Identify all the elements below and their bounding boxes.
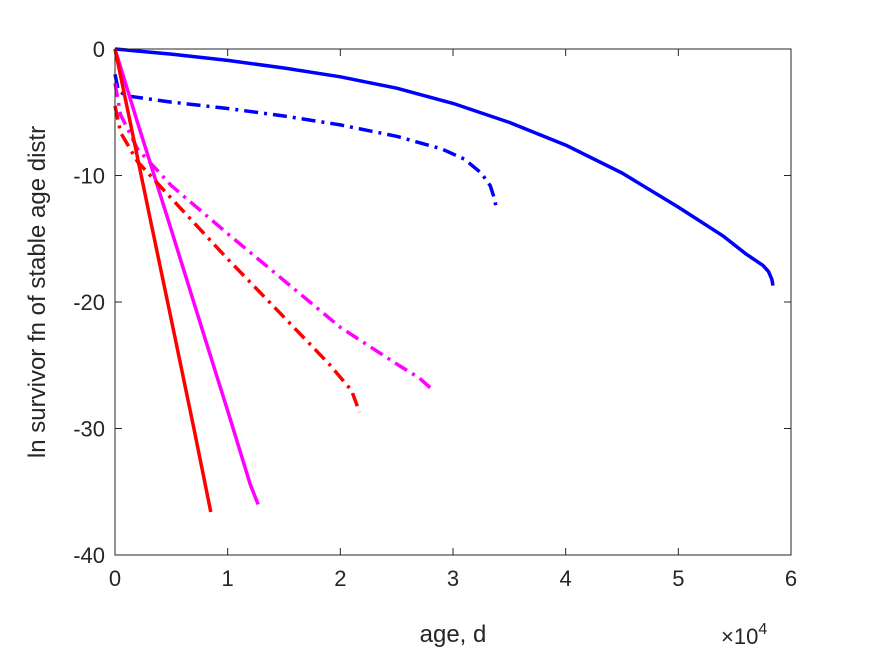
y-tick-label: 0 xyxy=(93,37,105,62)
x-tick-label: 6 xyxy=(785,566,797,591)
y-tick-label: -20 xyxy=(73,290,105,315)
series-line-6 xyxy=(113,105,362,413)
x-axis-title: age, d xyxy=(420,621,487,648)
series-line-1 xyxy=(114,47,775,286)
y-axis-title: ln survivor fn of stable age distr xyxy=(24,126,51,458)
tick-layer: 0 1 2 3 4 5 6 0 -10 -20 -30 -40 xyxy=(73,37,797,591)
y-tick-label: -10 xyxy=(73,164,105,189)
x-tick-label: 2 xyxy=(334,566,346,591)
plot-area-background xyxy=(115,49,791,555)
y-tick-label: -40 xyxy=(73,543,105,568)
x-axis-exponent-label: ×104 xyxy=(721,621,767,649)
x-tick-label: 1 xyxy=(222,566,234,591)
x-axis-exponent-base: ×10 xyxy=(721,624,758,649)
series-line-3 xyxy=(113,48,260,506)
y-tick-label: -30 xyxy=(73,417,105,442)
series-line-4 xyxy=(113,82,432,390)
x-tick-label: 5 xyxy=(672,566,684,591)
x-tick-label: 0 xyxy=(109,566,121,591)
series-line-2 xyxy=(113,73,498,207)
series-line-5 xyxy=(113,48,213,513)
series-layer xyxy=(113,47,775,513)
x-tick-label: 3 xyxy=(447,566,459,591)
x-tick-label: 4 xyxy=(560,566,572,591)
x-axis-exponent-power: 4 xyxy=(758,621,767,638)
